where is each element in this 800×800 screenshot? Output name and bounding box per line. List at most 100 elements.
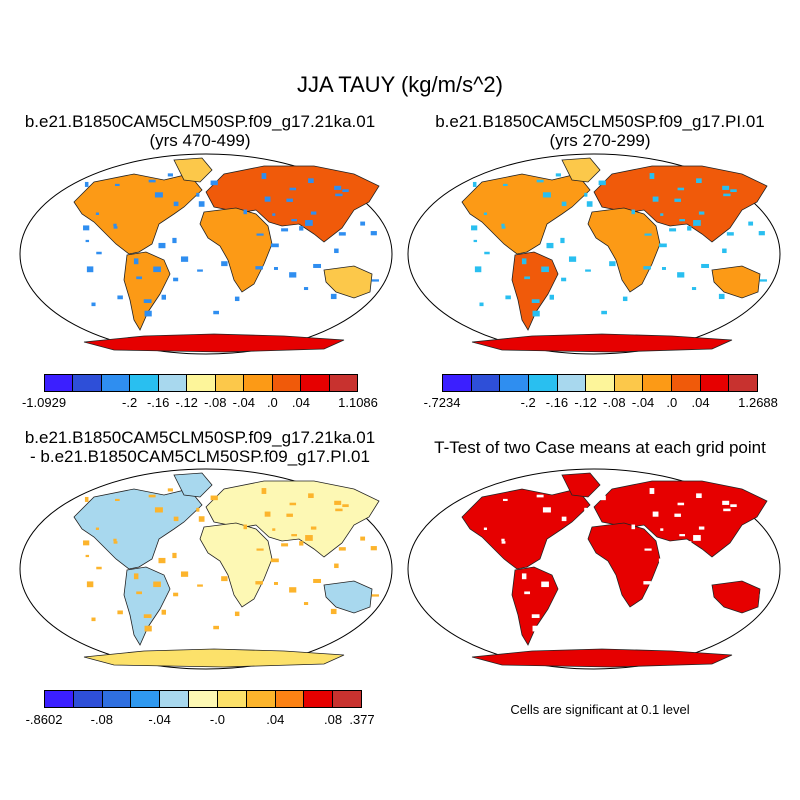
map-bottom-right [407, 468, 781, 670]
texture-cell [748, 221, 754, 226]
texture-cell [210, 180, 218, 186]
colorbar-label: .08 [324, 712, 343, 727]
texture-cell [748, 536, 754, 541]
texture-cell [305, 535, 313, 541]
texture-cell [198, 201, 205, 207]
texture-cell [261, 173, 267, 179]
texture-cell [234, 611, 240, 617]
colorbar-box [217, 691, 247, 707]
colorbar-box [614, 375, 644, 391]
land-greenland [173, 157, 213, 183]
texture-cell [335, 508, 343, 512]
colorbar-box [471, 375, 501, 391]
texture-cell [759, 594, 767, 597]
texture-cell [584, 507, 588, 512]
texture-cell [584, 192, 588, 197]
texture-cell [505, 295, 511, 300]
texture-cell [133, 258, 139, 265]
colorbar-label: -.08 [90, 712, 114, 727]
texture-cell [173, 201, 179, 207]
texture-cell [560, 237, 565, 244]
texture-cell [722, 500, 730, 505]
texture-cell [117, 295, 123, 300]
texture-cell [158, 242, 166, 249]
colorbar-box [557, 375, 587, 391]
land-australia [323, 265, 373, 299]
texture-cell [501, 226, 506, 229]
texture-cell [660, 528, 664, 531]
texture-cell [85, 239, 90, 243]
colorbar-label: -.0 [209, 712, 226, 727]
texture-cell [281, 228, 289, 232]
texture-cell [687, 226, 692, 231]
colorbar-label: -.04 [631, 395, 655, 410]
texture-cell [601, 310, 607, 315]
texture-cell [631, 524, 636, 530]
colorbar-label: -.7234 [423, 395, 461, 410]
texture-cell [308, 493, 314, 499]
texture-cell [158, 557, 166, 564]
texture-cell [167, 173, 173, 177]
texture-cell [136, 276, 143, 280]
colorbar-label: -.04 [148, 712, 171, 727]
texture-cell [273, 267, 278, 270]
texture-cell [272, 213, 276, 216]
texture-cell [758, 546, 765, 551]
texture-cell [691, 287, 697, 291]
panel-title-line2: (yrs 470-499) [149, 131, 251, 150]
texture-cell [330, 608, 337, 615]
texture-cell [261, 488, 267, 494]
panel-title-bottom-right: T-Test of two Case means at each grid po… [434, 438, 766, 457]
texture-cell [161, 294, 167, 300]
colorbar-box [275, 691, 305, 707]
texture-cell [472, 496, 477, 502]
texture-cell [310, 526, 317, 530]
texture-cell [502, 183, 508, 187]
texture-cell [524, 591, 531, 595]
texture-cell [687, 541, 692, 546]
texture-cell [693, 535, 701, 541]
texture-cell [521, 258, 527, 265]
texture-cell [338, 232, 346, 236]
colorbar-box [215, 375, 245, 391]
texture-cell [532, 625, 540, 632]
texture-cell [172, 552, 177, 559]
texture-cell [585, 269, 591, 272]
texture-cell [360, 536, 366, 541]
texture-cell [669, 543, 677, 547]
texture-cell [722, 185, 730, 190]
land-antarctica [83, 333, 345, 353]
land-antarctica [83, 648, 345, 668]
texture-cell [148, 494, 156, 498]
map-bottom-left [19, 468, 393, 670]
texture-cell [85, 554, 90, 558]
colorbar-box [304, 691, 334, 707]
texture-cell [555, 488, 561, 492]
colorbar-box [158, 375, 188, 391]
texture-cell [310, 211, 317, 215]
texture-cell [502, 498, 508, 502]
texture-cell [693, 220, 701, 226]
texture-cell [622, 296, 628, 302]
texture-cell [153, 266, 161, 273]
texture-cell [644, 233, 652, 236]
texture-cell [286, 198, 293, 202]
texture-cell [256, 548, 264, 551]
panel-title-line2: - b.e21.B1850CAM5CLM50SP.f09_g17.PI.01 [30, 447, 370, 466]
texture-cell [144, 310, 152, 317]
texture-cell [243, 209, 248, 215]
texture-cell [691, 602, 697, 606]
texture-cell [154, 192, 163, 198]
colorbar-label: .04 [291, 395, 310, 410]
texture-cell [256, 233, 264, 236]
colorbar-box [643, 375, 673, 391]
texture-cell [701, 578, 710, 583]
figure-title: JJA TAUY (kg/m/s^2) [297, 72, 503, 97]
colorbar-box [189, 691, 218, 707]
texture-cell [549, 294, 555, 300]
texture-cell [342, 504, 349, 508]
colorbar-box [500, 375, 529, 391]
texture-cell [334, 500, 342, 505]
texture-cell [609, 576, 616, 582]
texture-cell [561, 516, 567, 522]
